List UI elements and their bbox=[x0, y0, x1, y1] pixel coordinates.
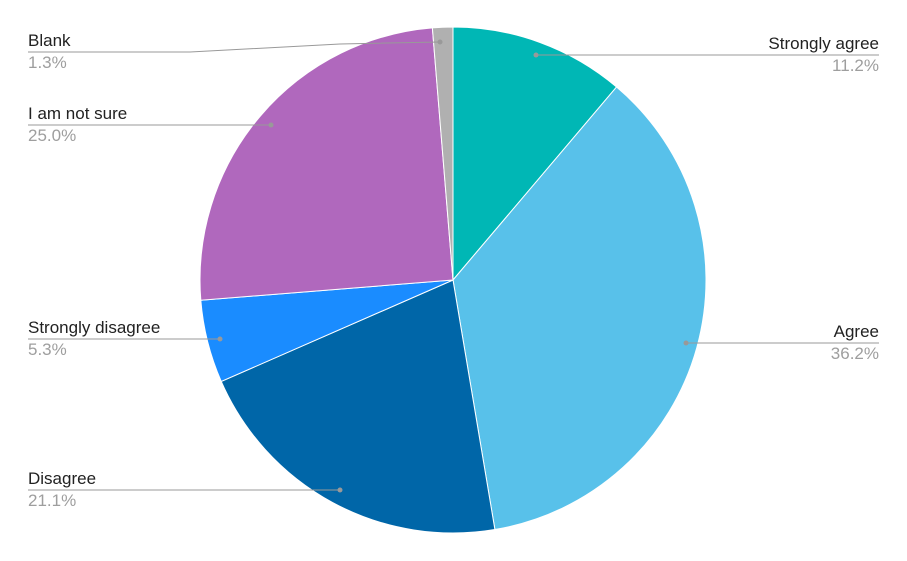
slice-percent: 5.3% bbox=[28, 340, 67, 359]
slice-percent: 36.2% bbox=[830, 344, 879, 363]
slice-percent: 21.1% bbox=[28, 491, 77, 510]
slice-label-strongly-agree: Strongly agree 11.2% bbox=[768, 35, 879, 74]
pie-slice-strongly-agree bbox=[452, 26, 618, 282]
slice-name: Blank bbox=[28, 31, 71, 50]
pie-slice-blank bbox=[431, 26, 454, 281]
slice-name: Strongly disagree bbox=[28, 318, 161, 337]
leader-dot-disagree bbox=[337, 487, 343, 493]
slice-name: Disagree bbox=[28, 469, 97, 488]
leader-dot-blank bbox=[437, 39, 443, 45]
leader-dot-i-am-not-sure bbox=[268, 122, 274, 128]
slice-label-blank: Blank 1.3% bbox=[28, 32, 71, 71]
pie-slices bbox=[199, 26, 707, 534]
slice-label-i-am-not-sure: I am not sure 25.0% bbox=[28, 105, 127, 144]
leader-dot-strongly-agree bbox=[533, 52, 539, 58]
slice-label-strongly-disagree: Strongly disagree 5.3% bbox=[28, 319, 160, 358]
leader-lines bbox=[28, 39, 879, 493]
slice-percent: 25.0% bbox=[28, 126, 77, 145]
leader-dot-strongly-disagree bbox=[217, 336, 223, 342]
leader-line-blank bbox=[28, 41, 441, 53]
slice-label-disagree: Disagree 21.1% bbox=[28, 470, 96, 509]
pie-slice-agree bbox=[452, 86, 707, 531]
slice-name: Agree bbox=[833, 322, 879, 341]
slice-name: Strongly agree bbox=[768, 34, 879, 53]
slice-percent: 11.2% bbox=[832, 56, 879, 75]
slice-percent: 1.3% bbox=[28, 53, 67, 72]
pie-slice-disagree bbox=[220, 279, 496, 534]
leader-dot-agree bbox=[683, 340, 689, 346]
pie-slice-i-am-not-sure bbox=[199, 27, 454, 301]
slice-label-agree: Agree 36.2% bbox=[831, 323, 879, 362]
slice-name: I am not sure bbox=[28, 104, 128, 123]
